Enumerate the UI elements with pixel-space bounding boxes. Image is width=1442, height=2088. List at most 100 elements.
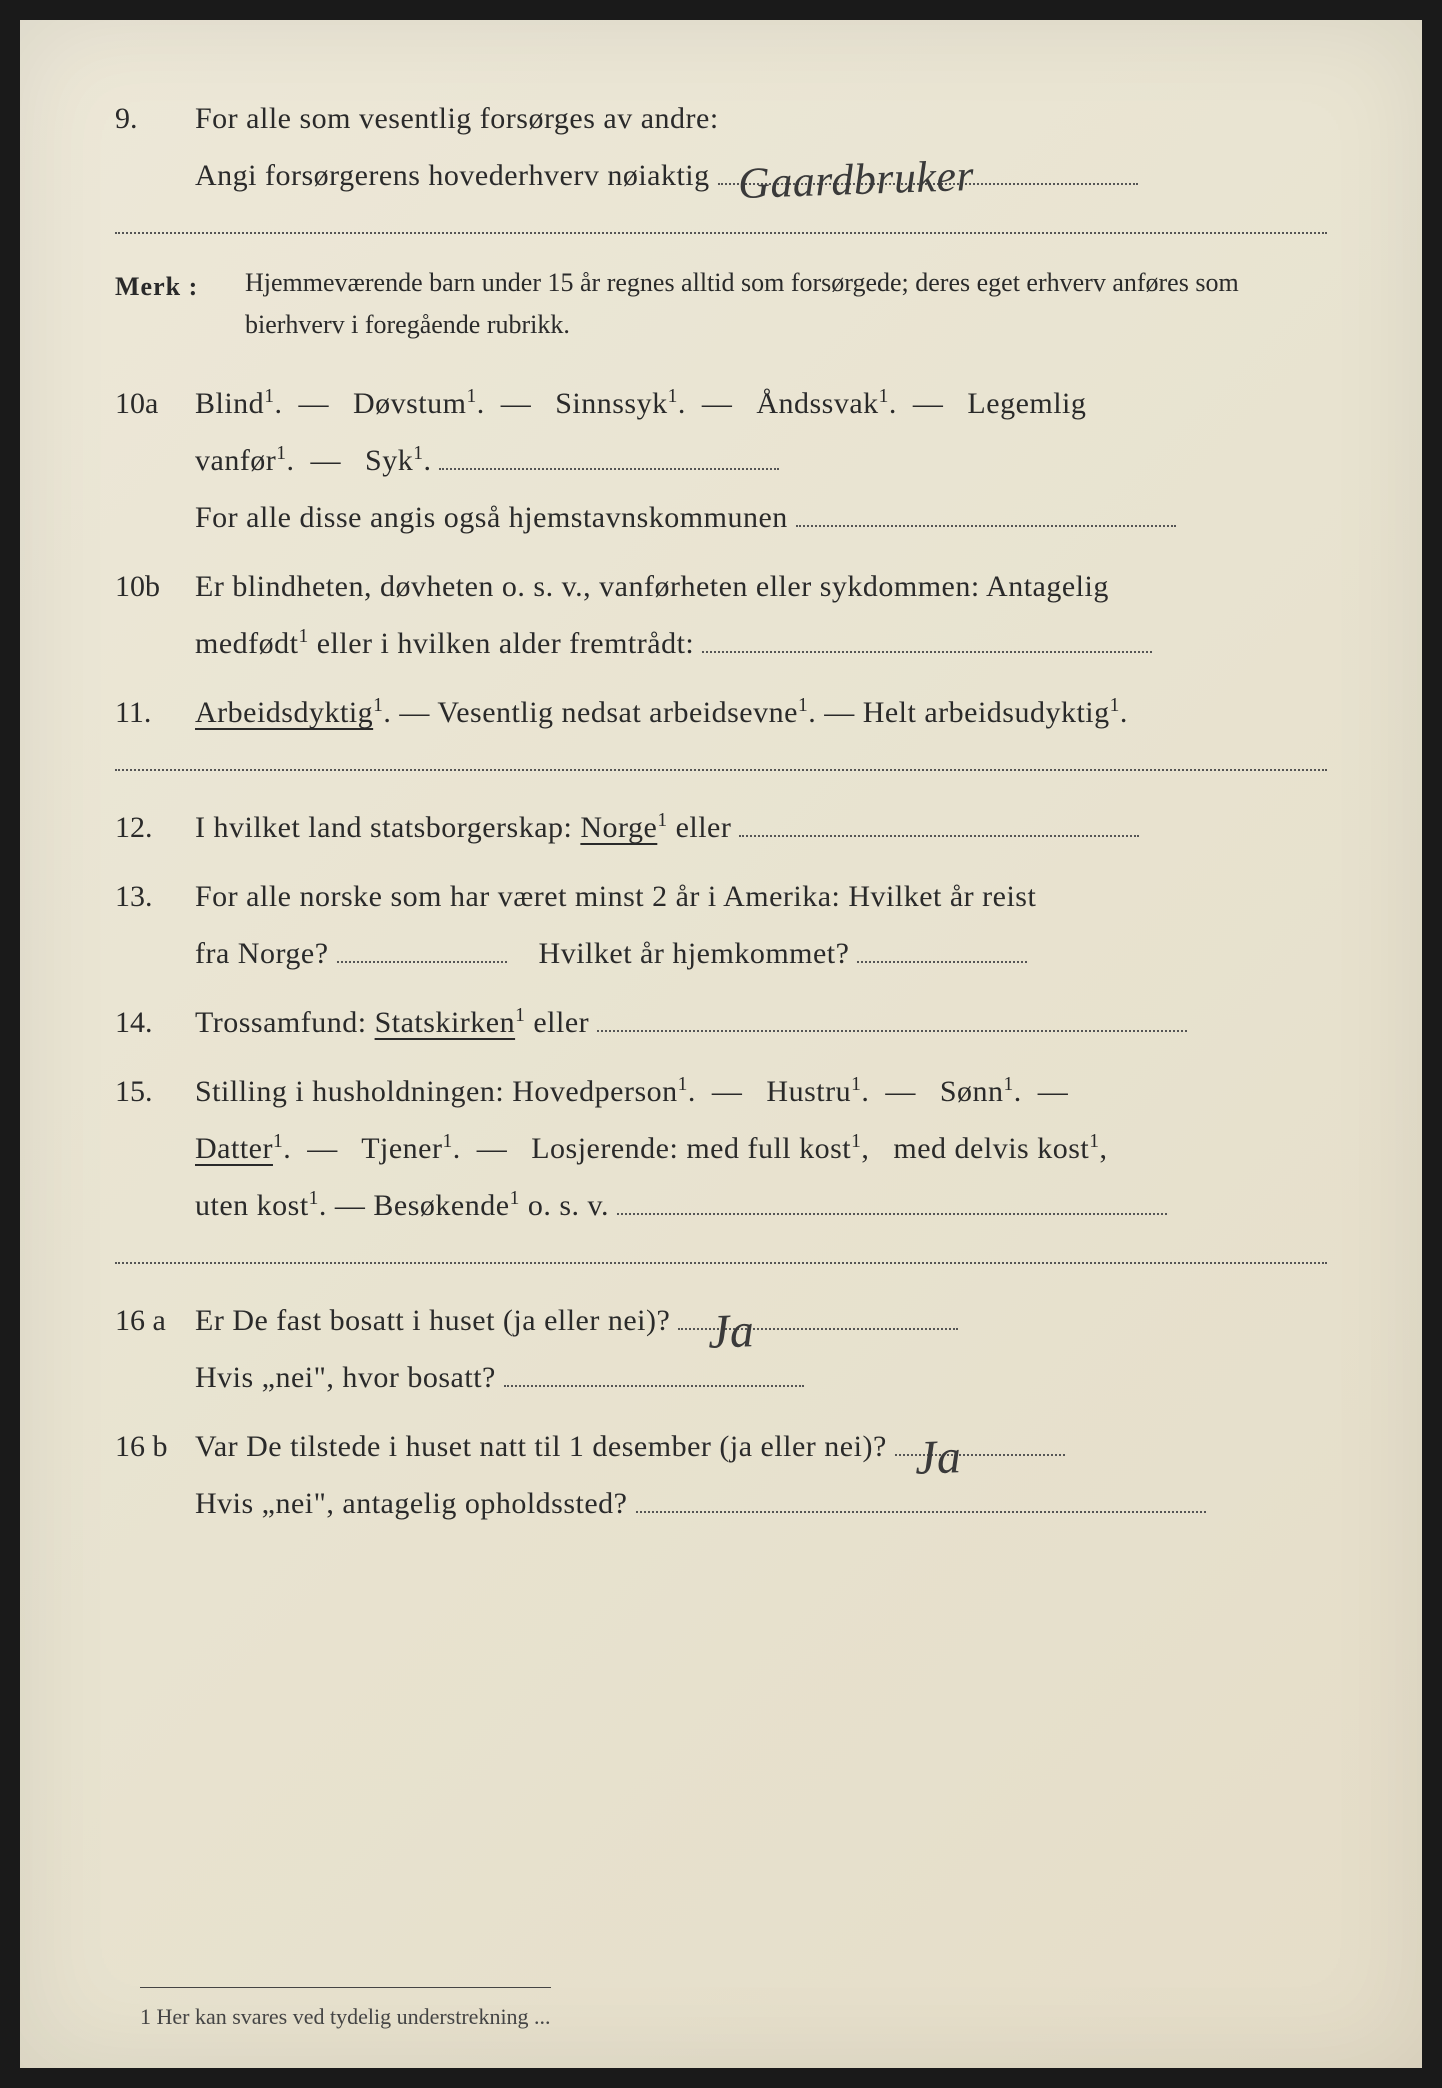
- q10a-blank2: [796, 525, 1176, 527]
- q13-content: For alle norske som har været minst 2 år…: [195, 868, 1327, 982]
- q16a-line2-wrap: Hvis „nei", hvor bosatt?: [195, 1349, 1327, 1406]
- q10a-dov: Døvstum: [353, 387, 467, 420]
- question-9: 9. For alle som vesentlig forsørges av a…: [115, 90, 1327, 204]
- q12-num: 12.: [115, 799, 195, 856]
- q13-fra: fra Norge?: [195, 937, 329, 970]
- q16a-num: 16 a: [115, 1292, 195, 1349]
- q15-hustru: Hustru: [766, 1075, 851, 1108]
- q16b-num: 16 b: [115, 1418, 195, 1475]
- q9-line1: For alle som vesentlig forsørges av andr…: [195, 90, 1327, 147]
- q15-line1: Stilling i husholdningen: Hovedperson1. …: [195, 1063, 1327, 1120]
- q10a-num: 10a: [115, 375, 195, 432]
- q9-num: 9.: [115, 90, 195, 147]
- q10a-line2: vanfør1. — Syk1.: [195, 432, 1327, 489]
- q15-content: Stilling i husholdningen: Hovedperson1. …: [195, 1063, 1327, 1234]
- footnote: 1 Her kan svares ved tydelig understrekn…: [140, 1987, 551, 2038]
- q12-norge: Norge: [580, 811, 657, 844]
- q9-answer: Gaardbruker: [736, 134, 975, 226]
- q14-content: Trossamfund: Statskirken1 eller: [195, 994, 1327, 1051]
- q16a-line1: Er De fast bosatt i huset (ja eller nei)…: [195, 1304, 670, 1337]
- q15-los: Losjerende: med full kost: [531, 1132, 851, 1165]
- q9-line2-text: Angi forsørgerens hovederhverv nøiaktig: [195, 159, 710, 192]
- q16a-content: Er De fast bosatt i huset (ja eller nei)…: [195, 1292, 1327, 1406]
- question-16b: 16 b Var De tilstede i huset natt til 1 …: [115, 1418, 1327, 1532]
- question-15: 15. Stilling i husholdningen: Hovedperso…: [115, 1063, 1327, 1234]
- merk-text: Hjemmeværende barn under 15 år regnes al…: [245, 262, 1327, 345]
- q15-num: 15.: [115, 1063, 195, 1120]
- q15-uten: uten kost: [195, 1189, 309, 1222]
- q9-blank: Gaardbruker: [718, 183, 1138, 185]
- q10b-num: 10b: [115, 558, 195, 615]
- question-10a: 10a Blind1. — Døvstum1. — Sinnssyk1. — Å…: [115, 375, 1327, 546]
- q10a-blank1: [439, 468, 779, 470]
- divider-2: [115, 769, 1327, 771]
- q12-eller: eller: [676, 811, 732, 844]
- q10a-content: Blind1. — Døvstum1. — Sinnssyk1. — Åndss…: [195, 375, 1327, 546]
- merk-note: Merk : Hjemmeværende barn under 15 år re…: [115, 262, 1327, 345]
- question-10b: 10b Er blindheten, døvheten o. s. v., va…: [115, 558, 1327, 672]
- q10b-medfodt: medfødt: [195, 627, 298, 660]
- q14-blank: [597, 1030, 1187, 1032]
- q12-text: I hvilket land statsborgerskap:: [195, 811, 580, 844]
- q10a-syk: Syk: [365, 444, 413, 477]
- q15-line3: uten kost1. — Besøkende1 o. s. v.: [195, 1177, 1327, 1234]
- q13-blank1: [337, 961, 507, 963]
- q15-datter: Datter: [195, 1132, 273, 1165]
- q16b-blank2: [636, 1511, 1206, 1513]
- q13-hjem: Hvilket år hjemkommet?: [539, 937, 850, 970]
- q10a-line3-wrap: For alle disse angis også hjemstavnskomm…: [195, 489, 1327, 546]
- q16a-answer: Ja: [707, 1285, 756, 1378]
- q10a-ands: Åndssvak: [756, 387, 878, 420]
- q13-blank2: [857, 961, 1027, 963]
- q13-num: 13.: [115, 868, 195, 925]
- q10b-line2: medfødt1 eller i hvilken alder fremtrådt…: [195, 615, 1327, 672]
- q14-num: 14.: [115, 994, 195, 1051]
- q16a-line2: Hvis „nei", hvor bosatt?: [195, 1361, 496, 1394]
- q11-c: Helt arbeidsudyktig: [863, 696, 1110, 729]
- q15-delvis: med delvis kost: [893, 1132, 1089, 1165]
- q16b-answer: Ja: [913, 1411, 962, 1504]
- q11-a: Arbeidsdyktig: [195, 696, 373, 729]
- q9-line2: Angi forsørgerens hovederhverv nøiaktig …: [195, 147, 1327, 204]
- question-13: 13. For alle norske som har været minst …: [115, 868, 1327, 982]
- question-14: 14. Trossamfund: Statskirken1 eller: [115, 994, 1327, 1051]
- q16a-line1-wrap: Er De fast bosatt i huset (ja eller nei)…: [195, 1292, 1327, 1349]
- q10a-vanfor: vanfør: [195, 444, 276, 477]
- q16b-line1-wrap: Var De tilstede i huset natt til 1 desem…: [195, 1418, 1327, 1475]
- q15-line2: Datter1. — Tjener1. — Losjerende: med fu…: [195, 1120, 1327, 1177]
- q15-sonn: Sønn: [940, 1075, 1004, 1108]
- q15-blank: [617, 1213, 1167, 1215]
- document-page: 9. For alle som vesentlig forsørges av a…: [20, 20, 1422, 2068]
- q12-blank: [739, 835, 1139, 837]
- q13-line2: fra Norge? Hvilket år hjemkommet?: [195, 925, 1327, 982]
- q15-tjener: Tjener: [361, 1132, 442, 1165]
- q16a-blank2: [504, 1385, 804, 1387]
- q9-content: For alle som vesentlig forsørges av andr…: [195, 90, 1327, 204]
- q16b-blank1: Ja: [895, 1454, 1065, 1456]
- q10b-content: Er blindheten, døvheten o. s. v., vanfør…: [195, 558, 1327, 672]
- q10a-blind: Blind: [195, 387, 264, 420]
- q10b-blank: [702, 651, 1152, 653]
- q11-num: 11.: [115, 684, 195, 741]
- divider-3: [115, 1262, 1327, 1264]
- q10b-eller: eller i hvilken alder fremtrådt:: [317, 627, 695, 660]
- q14-stats: Statskirken: [375, 1006, 516, 1039]
- question-12: 12. I hvilket land statsborgerskap: Norg…: [115, 799, 1327, 856]
- q16b-line2-wrap: Hvis „nei", antagelig opholdssted?: [195, 1475, 1327, 1532]
- q10b-line1: Er blindheten, døvheten o. s. v., vanfør…: [195, 558, 1327, 615]
- q14-eller: eller: [533, 1006, 589, 1039]
- q14-text: Trossamfund:: [195, 1006, 375, 1039]
- q10a-sinn: Sinnssyk: [555, 387, 667, 420]
- q11-b: Vesentlig nedsat arbeidsevne: [437, 696, 798, 729]
- q15-besok: Besøkende: [373, 1189, 509, 1222]
- q16a-blank1: Ja: [678, 1328, 958, 1330]
- q10a-leg: Legemlig: [967, 387, 1086, 420]
- q10a-line3: For alle disse angis også hjemstavnskomm…: [195, 501, 788, 534]
- q16b-content: Var De tilstede i huset natt til 1 desem…: [195, 1418, 1327, 1532]
- merk-label: Merk :: [115, 262, 245, 345]
- q16b-line1: Var De tilstede i huset natt til 1 desem…: [195, 1430, 887, 1463]
- q15-hoved: Stilling i husholdningen: Hovedperson: [195, 1075, 678, 1108]
- q11-content: Arbeidsdyktig1. — Vesentlig nedsat arbei…: [195, 684, 1327, 741]
- q16b-line2: Hvis „nei", antagelig opholdssted?: [195, 1487, 628, 1520]
- q15-osv: o. s. v.: [528, 1189, 609, 1222]
